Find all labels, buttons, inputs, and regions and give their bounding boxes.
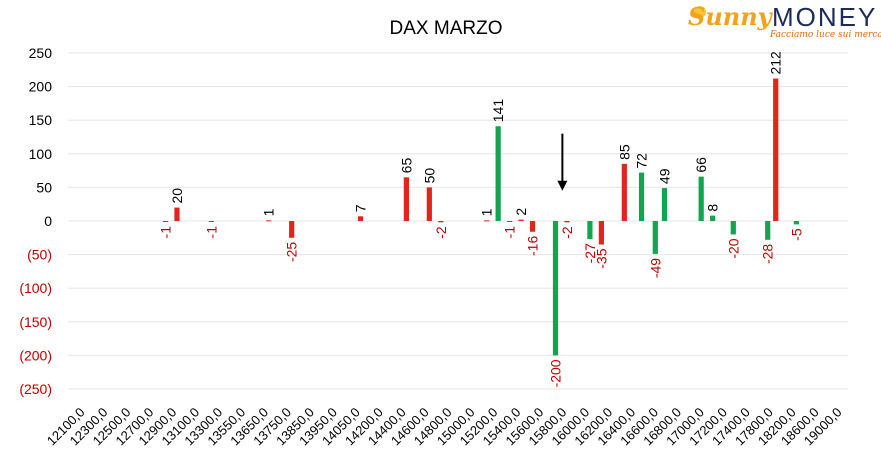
bar	[661, 188, 668, 221]
data-label: 49	[656, 168, 672, 184]
data-label: 212	[768, 51, 784, 75]
y-tick-label: 50	[36, 179, 52, 195]
arrow-head-icon	[557, 180, 568, 191]
y-tick-label: (200)	[19, 347, 52, 363]
bar	[598, 221, 604, 245]
data-label: 7	[353, 204, 369, 212]
bar	[174, 207, 180, 221]
bar	[289, 221, 295, 238]
data-label: 1	[261, 208, 277, 216]
bar	[698, 176, 704, 221]
bar	[652, 221, 658, 254]
data-label: -16	[525, 236, 541, 256]
chart-title: DAX MARZO	[390, 18, 503, 39]
bar	[638, 172, 645, 221]
data-label: -27	[582, 243, 598, 263]
bar	[518, 219, 524, 221]
data-label: 85	[616, 144, 632, 160]
data-label: -200	[548, 359, 564, 387]
bar	[403, 177, 409, 221]
bar	[357, 216, 364, 221]
y-tick-label: 250	[29, 45, 53, 61]
data-label: -35	[593, 248, 609, 268]
bar	[438, 221, 444, 223]
bar	[208, 221, 214, 222]
data-label: 50	[421, 168, 437, 184]
bar	[484, 220, 490, 222]
data-label: -28	[760, 244, 776, 264]
bar	[793, 221, 799, 225]
y-tick-label: 100	[29, 146, 53, 162]
data-label: 8	[705, 204, 721, 212]
data-label: -49	[647, 258, 663, 278]
bar	[587, 221, 593, 240]
data-label: -1	[158, 226, 174, 239]
sun-icon	[694, 6, 706, 18]
bar	[564, 221, 570, 223]
y-tick-label: (50)	[27, 247, 52, 263]
data-label: 1	[479, 208, 495, 216]
bar	[730, 221, 736, 235]
y-tick-label: (100)	[19, 280, 52, 296]
data-label: 20	[169, 188, 185, 204]
data-label: -1	[203, 226, 219, 239]
y-tick-label: (150)	[19, 314, 52, 330]
data-label: -20	[725, 238, 741, 258]
data-label: -2	[433, 226, 449, 239]
data-label: 2	[513, 208, 529, 216]
y-tick-label: 0	[44, 213, 52, 229]
bar	[765, 221, 771, 240]
bar	[710, 215, 716, 221]
bar	[266, 220, 272, 222]
bar	[495, 126, 501, 221]
data-label: 65	[398, 158, 414, 174]
logo-sunny-text: Sunny	[688, 2, 772, 31]
data-label: 72	[634, 153, 650, 169]
logo-tagline: Facciamo luce sui mercati	[770, 30, 881, 40]
y-tick-label: (250)	[19, 381, 52, 397]
sunny-money-logo: Sunny MONEY Facciamo luce sui mercati	[686, 2, 881, 42]
data-label: 141	[490, 99, 506, 123]
bar	[162, 221, 169, 222]
data-label: -1	[502, 226, 518, 239]
y-tick-label: 200	[29, 79, 53, 95]
bar	[621, 163, 627, 221]
bar	[552, 221, 559, 356]
data-label: 66	[693, 157, 709, 173]
data-label: -5	[788, 228, 804, 241]
bar	[773, 78, 779, 221]
data-label: -25	[284, 242, 300, 262]
data-label: -2	[559, 226, 575, 239]
bar	[529, 221, 536, 232]
bar	[507, 221, 513, 222]
logo-money-text: MONEY	[772, 2, 878, 32]
y-tick-label: 150	[29, 112, 53, 128]
bar	[426, 187, 432, 221]
